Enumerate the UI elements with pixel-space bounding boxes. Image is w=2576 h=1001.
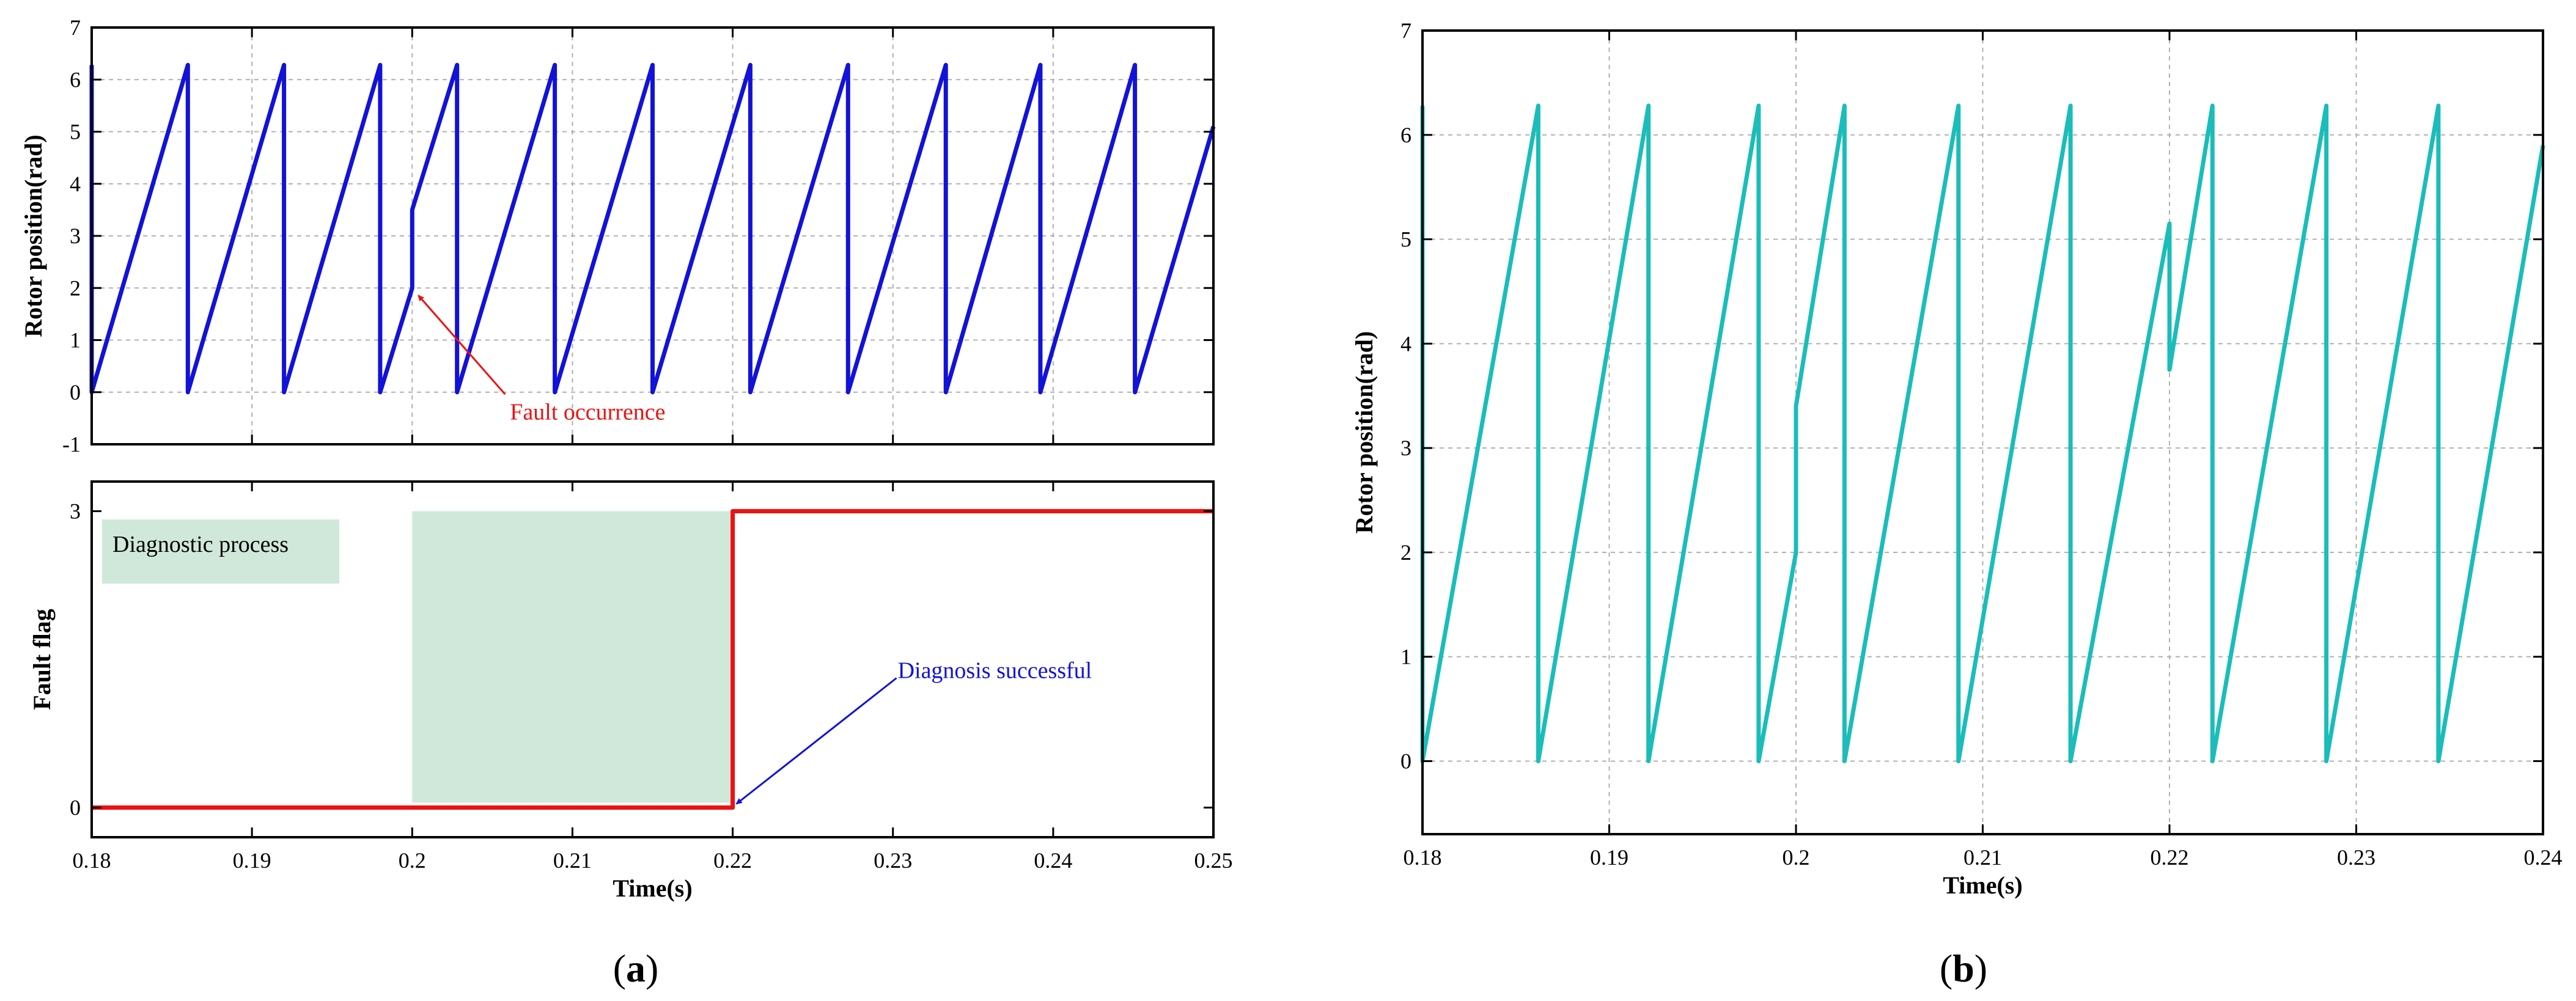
x-tick-label: 0.18 xyxy=(1404,845,1442,870)
y-tick-label: 1 xyxy=(70,328,81,353)
plot-frame xyxy=(90,480,1215,838)
x-tick-label: 0.19 xyxy=(233,848,271,873)
panel-b-rotor-position: 0 1 2 3 4 5 6 7 0.18 0.19 0.2 0.21 0.22 0.23 0.24 Time(… xyxy=(1350,18,2563,899)
x-tick-label: 0.25 xyxy=(1194,848,1233,873)
y-tick-label: 3 xyxy=(1400,436,1411,460)
x-tick-label: 0.24 xyxy=(1034,848,1072,873)
panel-a-top-rotor-position: -1 0 1 2 3 4 5 6 7 Rotor position(rad) Fault occur… xyxy=(20,15,1216,457)
y-tick-label: 4 xyxy=(70,172,81,196)
y-tick-label: 7 xyxy=(70,15,81,40)
x-tick-label: 0.2 xyxy=(1783,845,1810,870)
x-tick-label: 0.18 xyxy=(73,848,111,873)
series-line xyxy=(89,62,1216,395)
fault-occurrence-label: Fault occurrence xyxy=(510,399,665,425)
x-tick-label: 0.19 xyxy=(1590,845,1628,870)
y-tick-label: -1 xyxy=(62,432,81,457)
diagnostic-process-region xyxy=(412,511,733,803)
legend-label: Diagnostic process xyxy=(112,532,289,557)
y-tick-label: 3 xyxy=(70,224,81,248)
x-tick-label: 0.21 xyxy=(1963,845,2002,870)
series-line xyxy=(1420,103,2545,763)
caption-a: (a) xyxy=(613,947,659,990)
y-axis-label: Fault flag xyxy=(28,609,56,710)
x-tick-label: 0.2 xyxy=(399,848,426,873)
series-line xyxy=(92,509,1213,810)
panel-a-bottom-fault-flag: Diagnostic process 0 3 0.18 0.19 0.2 0.21 0.22 0… xyxy=(28,480,1233,902)
y-axis-label: Rotor position(rad) xyxy=(1350,331,1378,534)
y-tick-label: 2 xyxy=(70,276,81,300)
y-tick-label: 0 xyxy=(1400,749,1411,773)
y-tick-label: 6 xyxy=(1400,123,1411,147)
legend-box xyxy=(102,519,339,584)
caption-b: (b) xyxy=(1940,947,1987,990)
x-tick-label: 0.24 xyxy=(2524,845,2563,870)
x-tick-label: 0.21 xyxy=(553,848,592,873)
x-tick-label: 0.23 xyxy=(2337,845,2375,870)
x-tick-label: 0.22 xyxy=(2151,845,2189,870)
y-tick-label: 1 xyxy=(1400,645,1411,669)
x-tick-label: 0.23 xyxy=(874,848,912,873)
y-tick-label: 0 xyxy=(70,796,81,820)
fault-occurrence-arrow xyxy=(418,295,506,395)
y-tick-label: 4 xyxy=(1400,331,1411,356)
y-tick-label: 3 xyxy=(70,499,81,524)
y-tick-label: 5 xyxy=(70,120,81,144)
y-tick-label: 5 xyxy=(1400,227,1411,252)
y-tick-label: 6 xyxy=(70,67,81,92)
x-tick-label: 0.22 xyxy=(713,848,752,873)
y-tick-label: 0 xyxy=(70,380,81,405)
x-axis-label: Time(s) xyxy=(613,875,692,902)
x-axis-label: Time(s) xyxy=(1943,871,2022,899)
diagnosis-successful-label: Diagnosis successful xyxy=(898,658,1092,684)
y-axis-label: Rotor position(rad) xyxy=(20,134,47,337)
diagnosis-successful-arrow xyxy=(735,677,897,805)
y-tick-label: 2 xyxy=(1400,540,1411,565)
y-tick-label: 7 xyxy=(1400,18,1411,43)
